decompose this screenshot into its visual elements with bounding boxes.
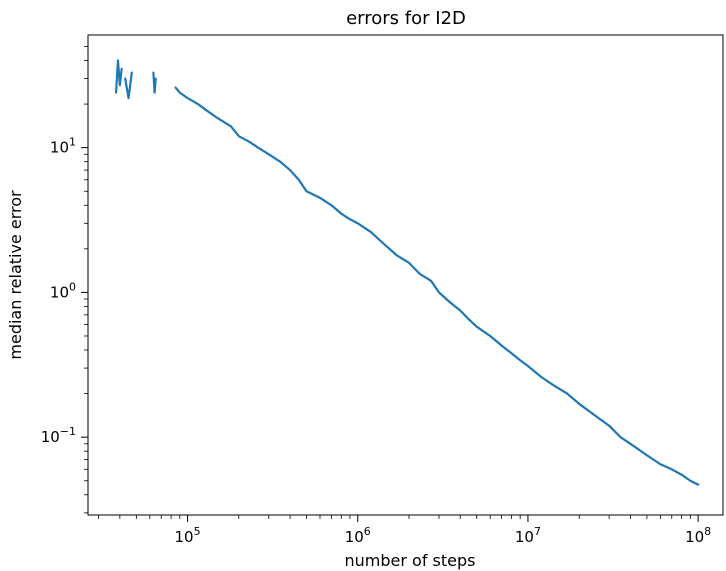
axes-frame bbox=[87, 34, 724, 516]
chart-title: errors for I2D bbox=[346, 8, 466, 29]
y-axis-title: median relative error bbox=[6, 190, 25, 360]
y-tick-label: 10−1 bbox=[41, 425, 76, 446]
series-line-segment bbox=[124, 71, 133, 100]
x-tick-label: 108 bbox=[685, 525, 711, 546]
x-tick-label: 106 bbox=[345, 525, 371, 546]
x-tick-label: 105 bbox=[175, 525, 201, 546]
y-tick-label: 100 bbox=[50, 280, 76, 301]
x-tick-label: 107 bbox=[515, 525, 541, 546]
series-line-segment bbox=[152, 71, 157, 94]
axes-layer: 105 106 107 108 10−1 100 101 bbox=[41, 46, 711, 546]
series-line-segment bbox=[174, 86, 700, 486]
y-tick-label: 101 bbox=[50, 136, 76, 157]
plot-layer bbox=[114, 59, 700, 486]
series-line-segment bbox=[114, 59, 123, 94]
x-axis-title: number of steps bbox=[345, 551, 476, 570]
